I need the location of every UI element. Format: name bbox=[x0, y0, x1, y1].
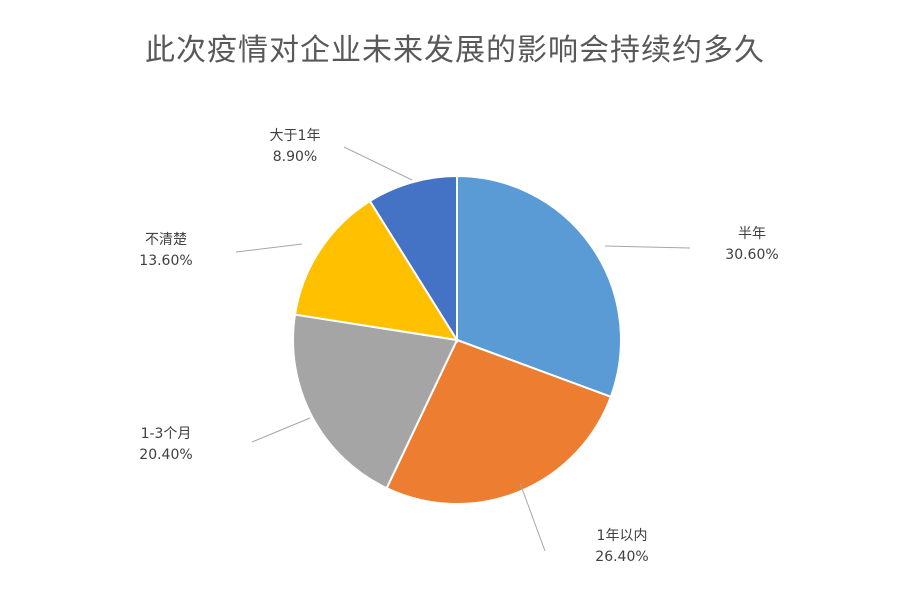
slice-value-label: 26.40% bbox=[595, 549, 648, 565]
pie-slice bbox=[368, 174, 458, 344]
chart-title: 此次疫情对企业未来发展的影响会持续约多久 bbox=[145, 33, 765, 68]
slice-value-label: 8.90% bbox=[273, 149, 317, 165]
slice-category-label: 1年以内 bbox=[597, 528, 648, 544]
pie-slice bbox=[292, 313, 459, 490]
slice-category-label: 1-3个月 bbox=[141, 426, 192, 442]
pie-slice bbox=[385, 338, 613, 505]
slice-value-label: 20.40% bbox=[139, 447, 192, 463]
leader-line bbox=[235, 243, 303, 253]
pie-slice bbox=[293, 199, 460, 342]
slice-value-label: 13.60% bbox=[139, 253, 192, 269]
leader-line bbox=[251, 417, 311, 443]
pie-slices bbox=[292, 174, 622, 505]
leader-line bbox=[343, 146, 413, 181]
slice-category-label: 半年 bbox=[738, 226, 766, 242]
data-labels: 半年 30.60% 1年以内 26.40% 1-3个月 20.40% 不清楚 13.60% 大于… bbox=[139, 128, 778, 565]
leader-line bbox=[604, 245, 691, 249]
leader-line bbox=[519, 482, 546, 552]
slice-category-label: 不清楚 bbox=[145, 232, 187, 248]
pie-slice bbox=[456, 174, 622, 399]
slice-value-label: 30.60% bbox=[725, 247, 778, 263]
leader-lines bbox=[235, 146, 691, 552]
slice-category-label: 大于1年 bbox=[270, 128, 321, 144]
